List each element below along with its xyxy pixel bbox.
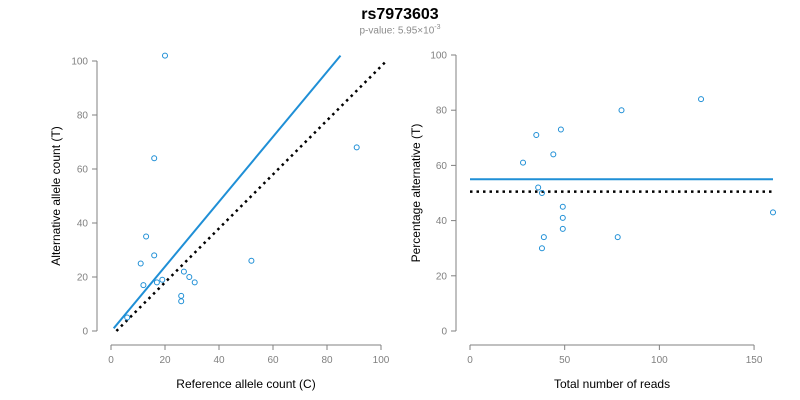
left-reference-line — [115, 60, 388, 332]
chart-subtitle: p-value: 5.95×10-3 — [0, 24, 800, 36]
p-value-exponent: -3 — [434, 24, 441, 31]
right-y-tick-label: 40 — [436, 216, 448, 227]
left-y-tick-label: 0 — [82, 327, 88, 338]
right-data-point — [538, 245, 545, 252]
left-x-axis-title: Reference allele count (C) — [176, 377, 315, 391]
left-data-point — [186, 274, 193, 280]
left-data-point — [137, 260, 144, 267]
left-y-tick-label: 100 — [71, 57, 88, 68]
left-y-tick-label: 20 — [77, 273, 89, 284]
right-data-point — [770, 209, 776, 216]
right-data-point — [698, 96, 705, 103]
right-y-tick-label: 100 — [430, 51, 447, 62]
left-x-tick-label: 60 — [267, 355, 279, 366]
left-x-tick-label: 40 — [213, 355, 225, 366]
right-data-point — [535, 184, 542, 191]
left-x-tick-label: 20 — [159, 355, 171, 366]
chart-title: rs7973603 — [361, 6, 439, 23]
right-x-axis-title: Total number of reads — [554, 377, 670, 391]
right-y-tick-label: 80 — [436, 106, 448, 117]
right-x-tick-label: 0 — [467, 355, 473, 366]
right-y-tick-label: 0 — [441, 327, 447, 338]
right-x-tick-label: 100 — [651, 355, 668, 366]
right-data-point — [559, 214, 566, 221]
right-data-point — [614, 234, 621, 241]
left-data-point — [159, 276, 166, 283]
left-y-tick-label: 40 — [77, 219, 89, 230]
left-y-tick-label: 60 — [77, 165, 89, 176]
right-y-tick-label: 60 — [436, 161, 448, 172]
left-data-point — [162, 52, 168, 59]
right-data-point — [538, 190, 545, 196]
left-x-tick-label: 80 — [321, 355, 333, 366]
right-data-point — [559, 203, 566, 210]
left-data-point — [353, 144, 360, 151]
right-x-tick-label: 150 — [746, 355, 763, 366]
right-y-axis-title: Percentage alternative (T) — [409, 124, 423, 263]
left-data-point — [151, 155, 158, 162]
left-fit-line — [112, 54, 342, 329]
right-data-point — [618, 107, 625, 114]
left-data-point — [178, 298, 185, 305]
right-data-point — [540, 234, 547, 241]
left-data-point — [151, 252, 158, 259]
left-data-point — [248, 257, 255, 264]
left-data-point — [143, 233, 150, 240]
left-data-point — [140, 282, 147, 289]
p-value-text: p-value: 5.95×10 — [359, 25, 435, 37]
left-y-tick-label: 80 — [77, 111, 89, 122]
left-data-point — [124, 314, 131, 321]
left-data-point — [153, 279, 160, 286]
right-x-tick-label: 50 — [559, 355, 571, 366]
left-data-point — [191, 279, 198, 286]
left-x-tick-label: 0 — [108, 355, 114, 366]
left-y-axis-title: Alternative allele count (T) — [49, 126, 63, 265]
left-x-tick-label: 100 — [373, 355, 390, 366]
right-y-tick-label: 20 — [436, 271, 448, 282]
left-data-point — [180, 268, 187, 275]
right-data-point — [559, 225, 566, 232]
right-data-point — [520, 159, 527, 166]
right-data-point — [557, 126, 564, 133]
left-data-point — [178, 292, 185, 299]
right-data-point — [533, 132, 540, 139]
right-data-point — [550, 151, 557, 158]
